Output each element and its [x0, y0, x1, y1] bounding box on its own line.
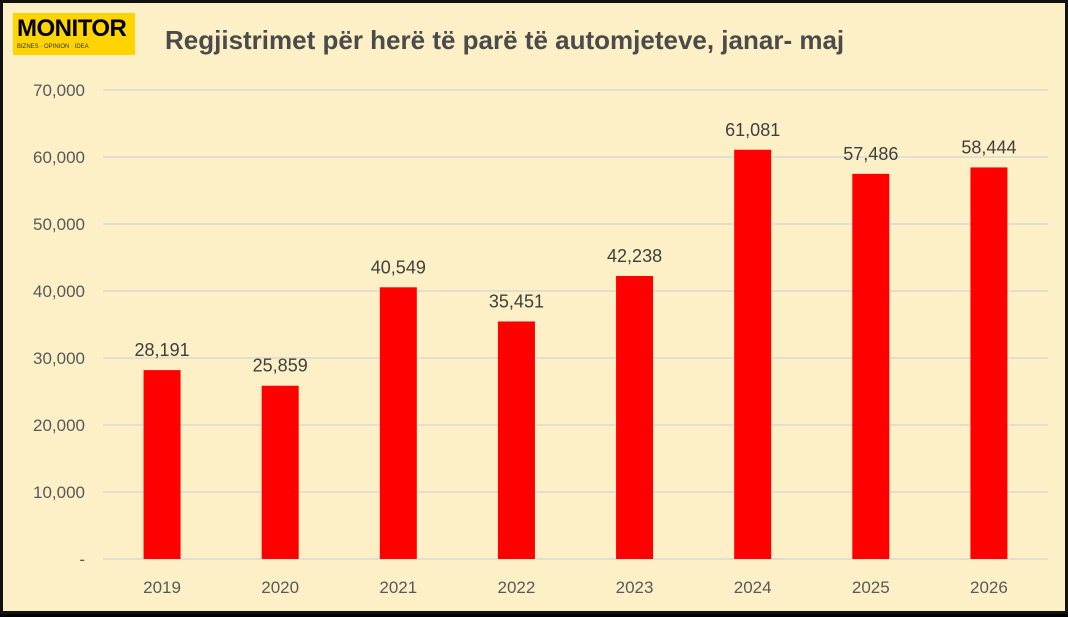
- y-tick-label-7: 70,000: [33, 81, 85, 100]
- x-tick-label-2021: 2021: [379, 578, 417, 597]
- bar-2021: [379, 287, 417, 559]
- data-label-2025: 57,486: [843, 144, 898, 164]
- x-tick-label-2026: 2026: [970, 578, 1008, 597]
- chart-title: Regjistrimet për herë të parë të automje…: [165, 25, 845, 55]
- bar-2019: [143, 370, 181, 559]
- y-tick-label-0: -: [79, 550, 85, 569]
- data-label-2026: 58,444: [961, 137, 1016, 157]
- data-label-2021: 40,549: [371, 257, 426, 277]
- bar-2020: [261, 385, 299, 559]
- bar-2022: [497, 321, 535, 559]
- y-tick-label-4: 40,000: [33, 282, 85, 301]
- x-tick-label-2025: 2025: [852, 578, 890, 597]
- data-label-2020: 25,859: [253, 356, 308, 376]
- x-tick-label-2022: 2022: [498, 578, 536, 597]
- bar-2023: [616, 276, 654, 559]
- x-tick-label-2020: 2020: [261, 578, 299, 597]
- data-label-2019: 28,191: [135, 340, 190, 360]
- y-tick-label-5: 50,000: [33, 215, 85, 234]
- x-tick-label-2023: 2023: [616, 578, 654, 597]
- x-tick-label-2024: 2024: [734, 578, 772, 597]
- bar-2026: [970, 167, 1008, 559]
- data-label-2023: 42,238: [607, 246, 662, 266]
- logo-wordmark: MONITOR: [17, 15, 127, 42]
- logo-tagline: BIZNES · OPINION · IDEA: [17, 44, 89, 50]
- data-label-2022: 35,451: [489, 291, 544, 311]
- monitor-logo: MONITOR BIZNES · OPINION · IDEA: [13, 13, 135, 55]
- bar-chart: - 10,000 20,000 30,000 40,000 50,000 60,000 70,…: [33, 81, 1048, 597]
- x-tick-label-2019: 2019: [143, 578, 181, 597]
- y-tick-label-2: 20,000: [33, 416, 85, 435]
- y-tick-label-1: 10,000: [33, 483, 85, 502]
- y-tick-label-3: 30,000: [33, 349, 85, 368]
- y-tick-label-6: 60,000: [33, 148, 85, 167]
- bar-2025: [852, 173, 890, 559]
- data-label-2024: 61,081: [725, 120, 780, 140]
- bar-2024: [734, 149, 772, 559]
